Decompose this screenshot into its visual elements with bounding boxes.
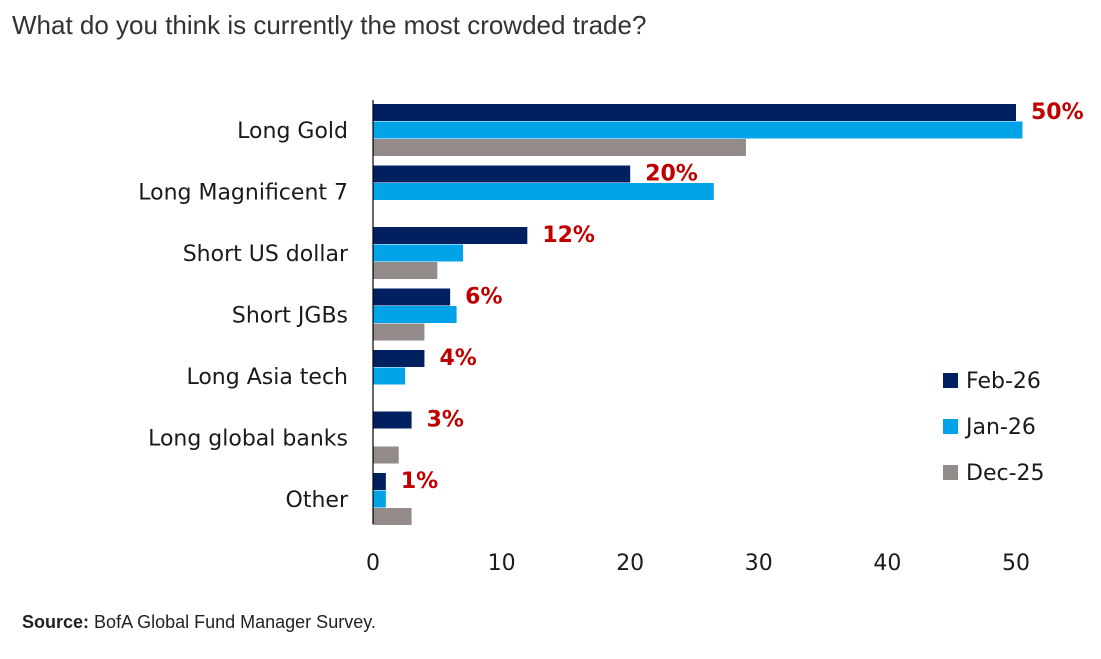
legend-entry: Feb-26: [966, 369, 1041, 394]
category-label: Short US dollar: [183, 242, 349, 267]
chart-title: What do you think is currently the most …: [12, 10, 647, 40]
legend-swatch: [943, 465, 958, 480]
labels-layer: Long Gold 50% Long Magnificent 7 20% Short U…: [138, 100, 1083, 513]
category-label: Short JGBs: [232, 304, 348, 329]
category-label: Long Asia tech: [186, 365, 348, 390]
source-note: Source: BofA Global Fund Manager Survey.: [22, 612, 376, 633]
bar: [373, 490, 386, 508]
category-label: Long Magnificent 7: [138, 181, 348, 206]
x-tick-label: 40: [873, 551, 901, 576]
category-label: Long Gold: [237, 119, 348, 144]
source-label: Source:: [22, 612, 90, 632]
bar: [373, 262, 438, 279]
data-label: 12%: [542, 223, 595, 248]
bar: [373, 411, 412, 429]
bar: [373, 165, 631, 183]
bar-chart: Long Gold 50% Long Magnificent 7 20% Short U…: [138, 100, 1084, 576]
legend-entry: Jan-26: [964, 415, 1036, 440]
legend-entry: Dec-25: [966, 461, 1045, 486]
legend: Feb-26 Jan-26 Dec-25: [943, 369, 1045, 486]
bar: [373, 473, 386, 490]
bar: [373, 227, 528, 244]
bar: [373, 121, 1023, 139]
x-tick-label: 20: [616, 551, 644, 576]
bar: [373, 104, 1016, 121]
legend-swatch: [943, 419, 958, 434]
source-text: BofA Global Fund Manager Survey.: [94, 612, 376, 632]
bars-layer: [373, 104, 1023, 525]
x-tick-label: 50: [1002, 551, 1030, 576]
axis-layer: 0 10 20 30 40 50: [366, 100, 1030, 576]
bar: [373, 508, 412, 525]
data-label: 50%: [1031, 100, 1084, 125]
bar: [373, 139, 746, 156]
x-tick-label: 0: [366, 551, 380, 576]
bar: [373, 323, 425, 341]
bar: [373, 244, 464, 262]
bar: [373, 350, 425, 367]
data-label: 1%: [401, 469, 438, 494]
bar: [373, 306, 457, 323]
data-label: 20%: [645, 162, 698, 187]
bar: [373, 288, 451, 306]
x-tick-label: 30: [745, 551, 773, 576]
data-label: 4%: [439, 346, 476, 371]
category-label: Other: [286, 488, 349, 513]
x-tick-label: 10: [488, 551, 516, 576]
bar: [373, 183, 714, 200]
data-label: 3%: [427, 408, 464, 433]
category-label: Long global banks: [148, 427, 348, 452]
bar: [373, 446, 399, 464]
data-label: 6%: [465, 285, 502, 310]
bar: [373, 367, 406, 385]
legend-swatch: [943, 373, 958, 388]
